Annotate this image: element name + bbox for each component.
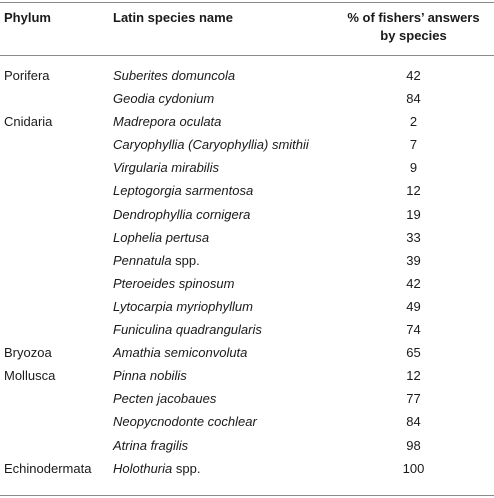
- species-cell: Neopycnodonte cochlear: [113, 410, 257, 433]
- species-suffix: spp.: [172, 460, 201, 476]
- table-row: Leptogorgia sarmentosa 12: [0, 179, 494, 202]
- species-cell: Geodia cydonium: [113, 87, 214, 110]
- species-name: Lytocarpia myriophyllum: [113, 298, 253, 314]
- species-name: Funiculina quadrangularis: [113, 322, 262, 338]
- species-name: Pennatula: [113, 252, 172, 268]
- species-name: Neopycnodonte cochlear: [113, 414, 257, 430]
- table-row: Geodia cydonium 84: [0, 87, 494, 110]
- species-cell: Pennatula spp.: [113, 249, 200, 272]
- species-cell: Pinna nobilis: [113, 364, 187, 387]
- table-row: Pennatula spp. 39: [0, 249, 494, 272]
- species-cell: Pteroeides spinosum: [113, 272, 234, 295]
- percentage-cell: 84: [406, 414, 421, 430]
- phylum-cell: Mollusca: [4, 368, 56, 384]
- species-suffix: spp.: [171, 252, 200, 268]
- species-cell: Holothuria spp.: [113, 457, 200, 480]
- species-name: Caryophyllia (Caryophyllia) smithii: [113, 137, 309, 153]
- table-row: Virgularia mirabilis 9: [0, 156, 494, 179]
- species-cell: Amathia semiconvoluta: [113, 341, 247, 364]
- table-body: Porifera Suberites domuncola 42 Geodia cydo…: [0, 64, 494, 480]
- species-name: Lophelia pertusa: [113, 229, 210, 245]
- percentage-cell: 9: [409, 160, 418, 176]
- percentage-cell: 65: [406, 345, 421, 361]
- percentage-cell: 19: [406, 206, 421, 222]
- table-row: Mollusca Pinna nobilis 12: [0, 364, 494, 387]
- table-row: Pecten jacobaues 77: [0, 387, 494, 410]
- species-name: Amathia semiconvoluta: [113, 345, 248, 361]
- table-row: Atrina fragilis 98: [0, 434, 494, 457]
- percentage-cell: 100: [402, 460, 425, 476]
- percentage-cell: 77: [406, 391, 421, 407]
- header-percentage-line1: % of fishers’ answers: [347, 10, 480, 25]
- header-percentage-line2: by species: [380, 28, 447, 43]
- percentage-cell: 84: [406, 91, 421, 107]
- header-rule: [0, 55, 494, 56]
- table-row: Lophelia pertusa 33: [0, 226, 494, 249]
- species-name: Atrina fragilis: [113, 437, 189, 453]
- species-cell: Funiculina quadrangularis: [113, 318, 262, 341]
- percentage-cell: 74: [406, 322, 421, 338]
- species-name: Pecten jacobaues: [113, 391, 217, 407]
- species-name: Pinna nobilis: [113, 368, 187, 384]
- table-row: Echinodermata Holothuria spp. 100: [0, 457, 494, 480]
- species-cell: Virgularia mirabilis: [113, 156, 219, 179]
- species-name: Dendrophyllia cornigera: [113, 206, 251, 222]
- species-name: Virgularia mirabilis: [113, 160, 219, 176]
- table-row: Porifera Suberites domuncola 42: [0, 64, 494, 87]
- percentage-cell: 2: [409, 114, 418, 130]
- header-phylum: Phylum: [4, 10, 51, 25]
- percentage-cell: 7: [409, 137, 418, 153]
- table-row: Lytocarpia myriophyllum 49: [0, 295, 494, 318]
- table-row: Bryozoa Amathia semiconvoluta 65: [0, 341, 494, 364]
- species-cell: Dendrophyllia cornigera: [113, 203, 250, 226]
- table-row: Dendrophyllia cornigera 19: [0, 203, 494, 226]
- species-cell: Lytocarpia myriophyllum: [113, 295, 253, 318]
- species-cell: Madrepora oculata: [113, 110, 221, 133]
- phylum-cell: Cnidaria: [4, 114, 53, 130]
- species-name: Holothuria: [113, 460, 173, 476]
- table-row: Funiculina quadrangularis 74: [0, 318, 494, 341]
- species-name: Leptogorgia sarmentosa: [113, 183, 254, 199]
- table-row: Cnidaria Madrepora oculata 2: [0, 110, 494, 133]
- species-cell: Caryophyllia (Caryophyllia) smithii: [113, 133, 309, 156]
- species-name: Pteroeides spinosum: [113, 275, 235, 291]
- species-name: Madrepora oculata: [113, 114, 222, 130]
- percentage-cell: 49: [406, 298, 421, 314]
- percentage-cell: 39: [406, 252, 421, 268]
- phylum-cell: Porifera: [4, 68, 50, 83]
- phylum-cell: Bryozoa: [4, 345, 52, 361]
- percentage-cell: 33: [406, 229, 421, 245]
- species-cell: Atrina fragilis: [113, 434, 188, 457]
- table-row: Caryophyllia (Caryophyllia) smithii 7: [0, 133, 494, 156]
- table-row: Neopycnodonte cochlear 84: [0, 410, 494, 433]
- header-percentage: % of fishers’ answers by species: [341, 9, 486, 45]
- phylum-cell: Echinodermata: [4, 460, 92, 476]
- percentage-cell: 12: [406, 368, 421, 384]
- percentage-cell: 42: [406, 275, 421, 291]
- species-cell: Pecten jacobaues: [113, 387, 216, 410]
- percentage-cell: 98: [406, 437, 421, 453]
- table-bottom-rule: [0, 495, 494, 496]
- species-cell: Lophelia pertusa: [113, 226, 209, 249]
- percentage-cell: 12: [406, 183, 421, 199]
- species-cell: Leptogorgia sarmentosa: [113, 179, 253, 202]
- species-name: Geodia cydonium: [113, 91, 215, 107]
- header-species: Latin species name: [113, 10, 233, 25]
- species-cell: Suberites domuncola: [113, 64, 235, 87]
- table-top-rule: [0, 2, 494, 3]
- table-row: Pteroeides spinosum 42: [0, 272, 494, 295]
- species-name: Suberites domuncola: [113, 68, 236, 83]
- percentage-cell: 42: [406, 68, 421, 83]
